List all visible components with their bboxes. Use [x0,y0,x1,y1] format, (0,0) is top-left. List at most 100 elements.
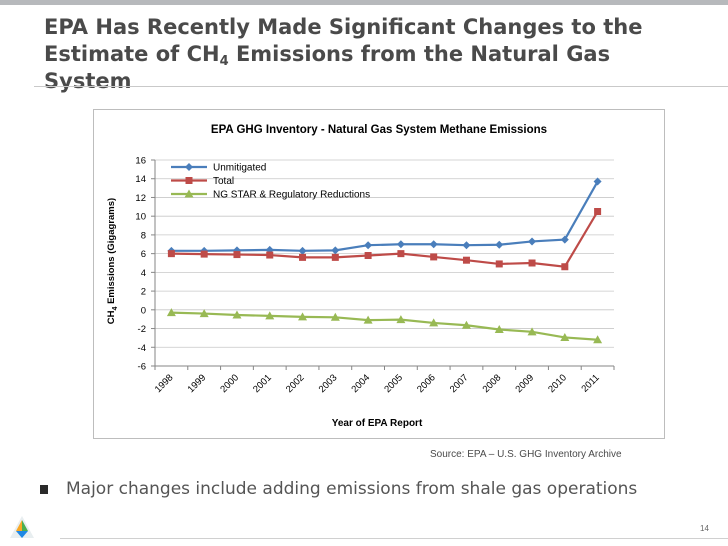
x-tick-label: 2004 [350,372,373,395]
data-point [561,263,569,271]
chart-frame: EPA GHG Inventory - Natural Gas System M… [93,109,665,439]
footer-divider [60,538,728,539]
data-point [462,256,470,264]
data-point [396,315,406,324]
x-tick-label: 2003 [317,372,340,395]
series-line [171,210,599,268]
x-tick-label: 2010 [546,372,569,395]
y-tick-label: 8 [141,230,146,241]
x-tick-label: 2006 [415,372,438,395]
data-point [527,327,537,336]
legend-label: Total [213,176,234,187]
top-bar [0,0,728,5]
data-point [331,253,339,261]
y-axis-label-pre: CH [106,310,117,324]
data-point [593,335,603,344]
data-point [184,189,194,198]
data-point [429,318,439,327]
data-point [560,235,569,244]
data-point [430,253,438,261]
series-total [167,208,602,271]
y-tick-label: -6 [138,362,146,373]
y-tick-label: 16 [135,156,146,167]
x-axis-label: Year of EPA Report [332,418,423,429]
series-ng-star-regulatory-reductions [166,308,603,344]
data-point [364,252,372,260]
data-point [495,260,503,268]
legend-label: NG STAR & Regulatory Reductions [213,190,370,201]
series-line [171,311,598,341]
square-bullet-icon [40,484,48,494]
data-point [167,250,175,258]
data-point [233,251,241,259]
x-tick-label: 2001 [251,372,274,395]
company-logo-icon [10,516,34,538]
y-axis-label-post: Emissions (Gigagrams) [106,198,117,307]
data-point [593,177,602,186]
data-point [331,246,340,255]
x-tick-label: 2000 [218,372,241,395]
data-point [495,240,504,249]
data-point [397,250,405,258]
data-point [363,315,373,324]
data-point [199,309,209,318]
title-line-1: EPA Has Recently Made Significant Change… [44,15,643,39]
data-point [330,312,340,321]
y-tick-label: -2 [138,324,146,335]
chart-title: EPA GHG Inventory - Natural Gas System M… [211,124,547,136]
title-subscript: 4 [219,54,229,69]
data-point [166,308,176,317]
data-point [364,241,373,250]
x-tick-label: 2008 [481,372,504,395]
y-tick-label: 12 [135,193,146,204]
data-point [266,251,274,259]
bullet-item: Major changes include adding emissions f… [40,479,637,499]
title-divider [34,86,728,87]
y-tick-label: 2 [141,287,146,298]
data-point [232,310,242,319]
x-tick-label: 2007 [448,372,471,395]
data-point [299,253,307,261]
x-tick-label: 1998 [153,372,176,395]
data-point [528,237,537,246]
data-point [494,324,504,333]
y-tick-label: 0 [141,305,146,316]
legend: Unmitigated Total NG STAR & Regulatory Red… [171,163,370,201]
x-tick-label: 2009 [513,372,536,395]
data-point [200,250,208,258]
x-tick-label: 2005 [382,372,405,395]
page-number: 14 [700,524,709,533]
data-point [396,240,405,249]
data-point [429,240,438,249]
slide-title: EPA Has Recently Made Significant Change… [44,14,704,95]
x-tick-label: 1999 [186,372,209,395]
data-point [560,332,570,341]
data-point [185,163,193,171]
x-tick-label: 2011 [579,372,601,394]
legend-label: Unmitigated [213,163,266,174]
source-note: Source: EPA – U.S. GHG Inventory Archive [430,449,622,460]
title-line-2-post: Emissions from the Natural Gas System [44,42,611,93]
y-tick-label: 6 [141,249,146,260]
bullet-text: Major changes include adding emissions f… [66,479,638,499]
series-layer [166,177,603,344]
data-point [461,320,471,329]
data-point [185,177,193,184]
x-tick-label: 2002 [284,372,307,395]
y-tick-label: -4 [138,343,146,354]
methane-emissions-chart: EPA GHG Inventory - Natural Gas System M… [106,124,615,429]
y-tick-label: 14 [135,174,146,185]
axes: 16 14 12 10 8 6 4 2 0 -2 -4 -6 1998 1999 2000 2001 2002 2… [135,156,615,395]
title-line-2-pre: Estimate of CH [44,42,220,66]
data-point [594,208,602,215]
data-point [528,259,536,267]
y-axis-label: CH4 Emissions (Gigagrams) [106,198,119,324]
y-tick-label: 10 [135,212,146,223]
y-tick-label: 4 [141,268,146,279]
y-axis-label-sub: 4 [112,306,119,310]
data-point [298,312,308,321]
series-line [171,180,599,252]
data-point [298,246,307,255]
data-point [462,241,471,250]
data-point [265,311,275,320]
